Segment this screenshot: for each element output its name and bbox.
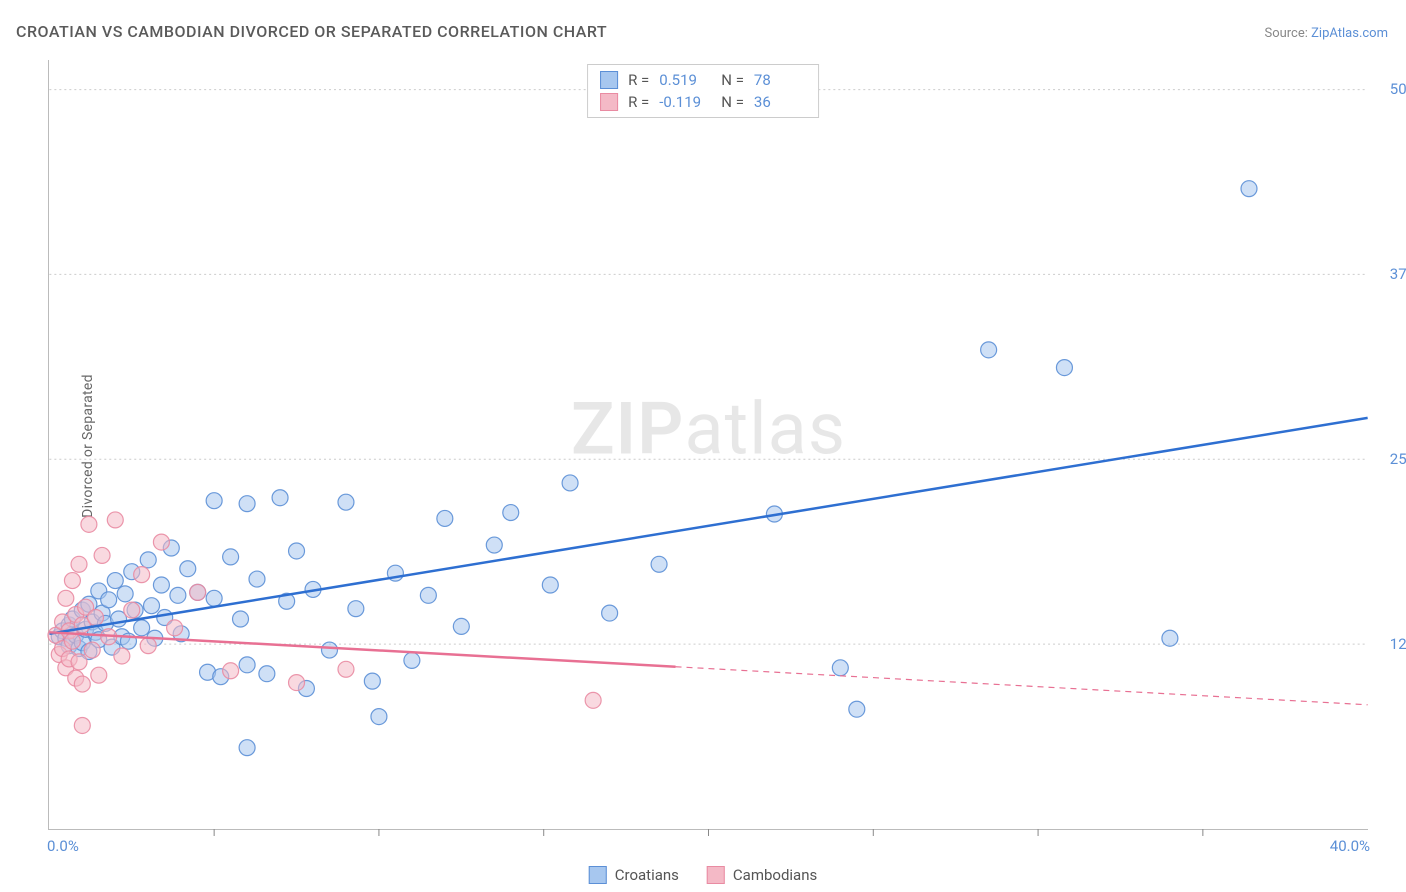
chart-title: CROATIAN VS CAMBODIAN DIVORCED OR SEPARA…	[16, 22, 607, 41]
data-point	[503, 505, 519, 521]
data-point	[239, 496, 255, 512]
legend-n-label: N =	[721, 93, 744, 111]
legend-r-label: R =	[628, 71, 649, 89]
data-point	[140, 552, 156, 568]
data-point	[58, 590, 74, 606]
legend-r-value: -0.119	[659, 93, 711, 111]
series-legend: Croatians Cambodians	[589, 866, 818, 884]
data-point	[371, 709, 387, 725]
legend-n-label: N =	[721, 71, 744, 89]
data-point	[233, 611, 249, 627]
series-name: Croatians	[615, 866, 679, 884]
data-point	[140, 638, 156, 654]
data-point	[1241, 181, 1257, 197]
data-point	[94, 547, 110, 563]
legend-n-value: 78	[754, 71, 806, 89]
regression-line-extrapolated	[676, 667, 1368, 705]
source-prefix: Source:	[1264, 26, 1311, 41]
data-point	[322, 642, 338, 658]
data-point	[338, 494, 354, 510]
data-point	[167, 620, 183, 636]
data-point	[206, 493, 222, 509]
data-point	[107, 573, 123, 589]
data-point	[144, 598, 160, 614]
data-point	[585, 692, 601, 708]
data-point	[223, 663, 239, 679]
data-point	[134, 620, 150, 636]
data-point	[239, 657, 255, 673]
data-point	[420, 587, 436, 603]
data-point	[849, 701, 865, 717]
data-point	[562, 475, 578, 491]
data-point	[206, 590, 222, 606]
data-point	[84, 642, 100, 658]
x-tick-label: 40.0%	[1330, 837, 1370, 855]
data-point	[153, 577, 169, 593]
data-point	[348, 601, 364, 617]
legend-r-value: 0.519	[659, 71, 711, 89]
legend-row: R = -0.119 N = 36	[600, 91, 806, 113]
legend-r-label: R =	[628, 93, 649, 111]
data-point	[74, 676, 90, 692]
data-point	[134, 567, 150, 583]
data-point	[486, 537, 502, 553]
series-legend-item: Croatians	[589, 866, 679, 884]
data-point	[364, 673, 380, 689]
plot-area: 12.5%25.0%37.5%50.0% 0.0%40.0% ZIPatlas	[48, 60, 1368, 830]
data-point	[190, 584, 206, 600]
data-point	[114, 648, 130, 664]
legend-row: R = 0.519 N = 78	[600, 69, 806, 91]
data-point	[453, 618, 469, 634]
data-point	[81, 516, 97, 532]
source-link[interactable]: ZipAtlas.com	[1311, 26, 1388, 41]
data-point	[259, 666, 275, 682]
data-point	[542, 577, 558, 593]
data-point	[239, 740, 255, 756]
data-point	[88, 610, 104, 626]
data-point	[124, 602, 140, 618]
legend-swatch	[707, 866, 725, 884]
data-point	[437, 510, 453, 526]
regression-line	[49, 418, 1367, 634]
source-credit: Source: ZipAtlas.com	[1264, 26, 1388, 41]
data-point	[1162, 630, 1178, 646]
data-point	[64, 573, 80, 589]
y-tick-label: 25.0%	[1390, 450, 1406, 468]
data-point	[289, 675, 305, 691]
data-point	[602, 605, 618, 621]
legend-swatch	[589, 866, 607, 884]
data-point	[651, 556, 667, 572]
data-point	[832, 660, 848, 676]
x-tick-label: 0.0%	[47, 837, 79, 855]
plot-svg	[49, 60, 1368, 829]
data-point	[101, 592, 117, 608]
data-point	[64, 633, 80, 649]
data-point	[107, 512, 123, 528]
data-point	[117, 586, 133, 602]
correlation-legend: R = 0.519 N = 78 R = -0.119 N = 36	[587, 64, 819, 118]
legend-n-value: 36	[754, 93, 806, 111]
series-name: Cambodians	[733, 866, 817, 884]
data-point	[180, 561, 196, 577]
data-point	[981, 342, 997, 358]
data-point	[338, 661, 354, 677]
data-point	[74, 717, 90, 733]
data-point	[170, 587, 186, 603]
y-tick-label: 50.0%	[1390, 80, 1406, 98]
y-tick-label: 37.5%	[1390, 265, 1406, 283]
data-point	[404, 652, 420, 668]
data-point	[272, 490, 288, 506]
data-point	[289, 543, 305, 559]
data-point	[249, 571, 265, 587]
data-point	[71, 556, 87, 572]
series-legend-item: Cambodians	[707, 866, 817, 884]
data-point	[153, 534, 169, 550]
legend-swatch	[600, 71, 618, 89]
data-point	[1056, 360, 1072, 376]
legend-swatch	[600, 93, 618, 111]
data-point	[71, 654, 87, 670]
data-point	[91, 667, 107, 683]
y-tick-label: 12.5%	[1390, 635, 1406, 653]
data-point	[223, 549, 239, 565]
